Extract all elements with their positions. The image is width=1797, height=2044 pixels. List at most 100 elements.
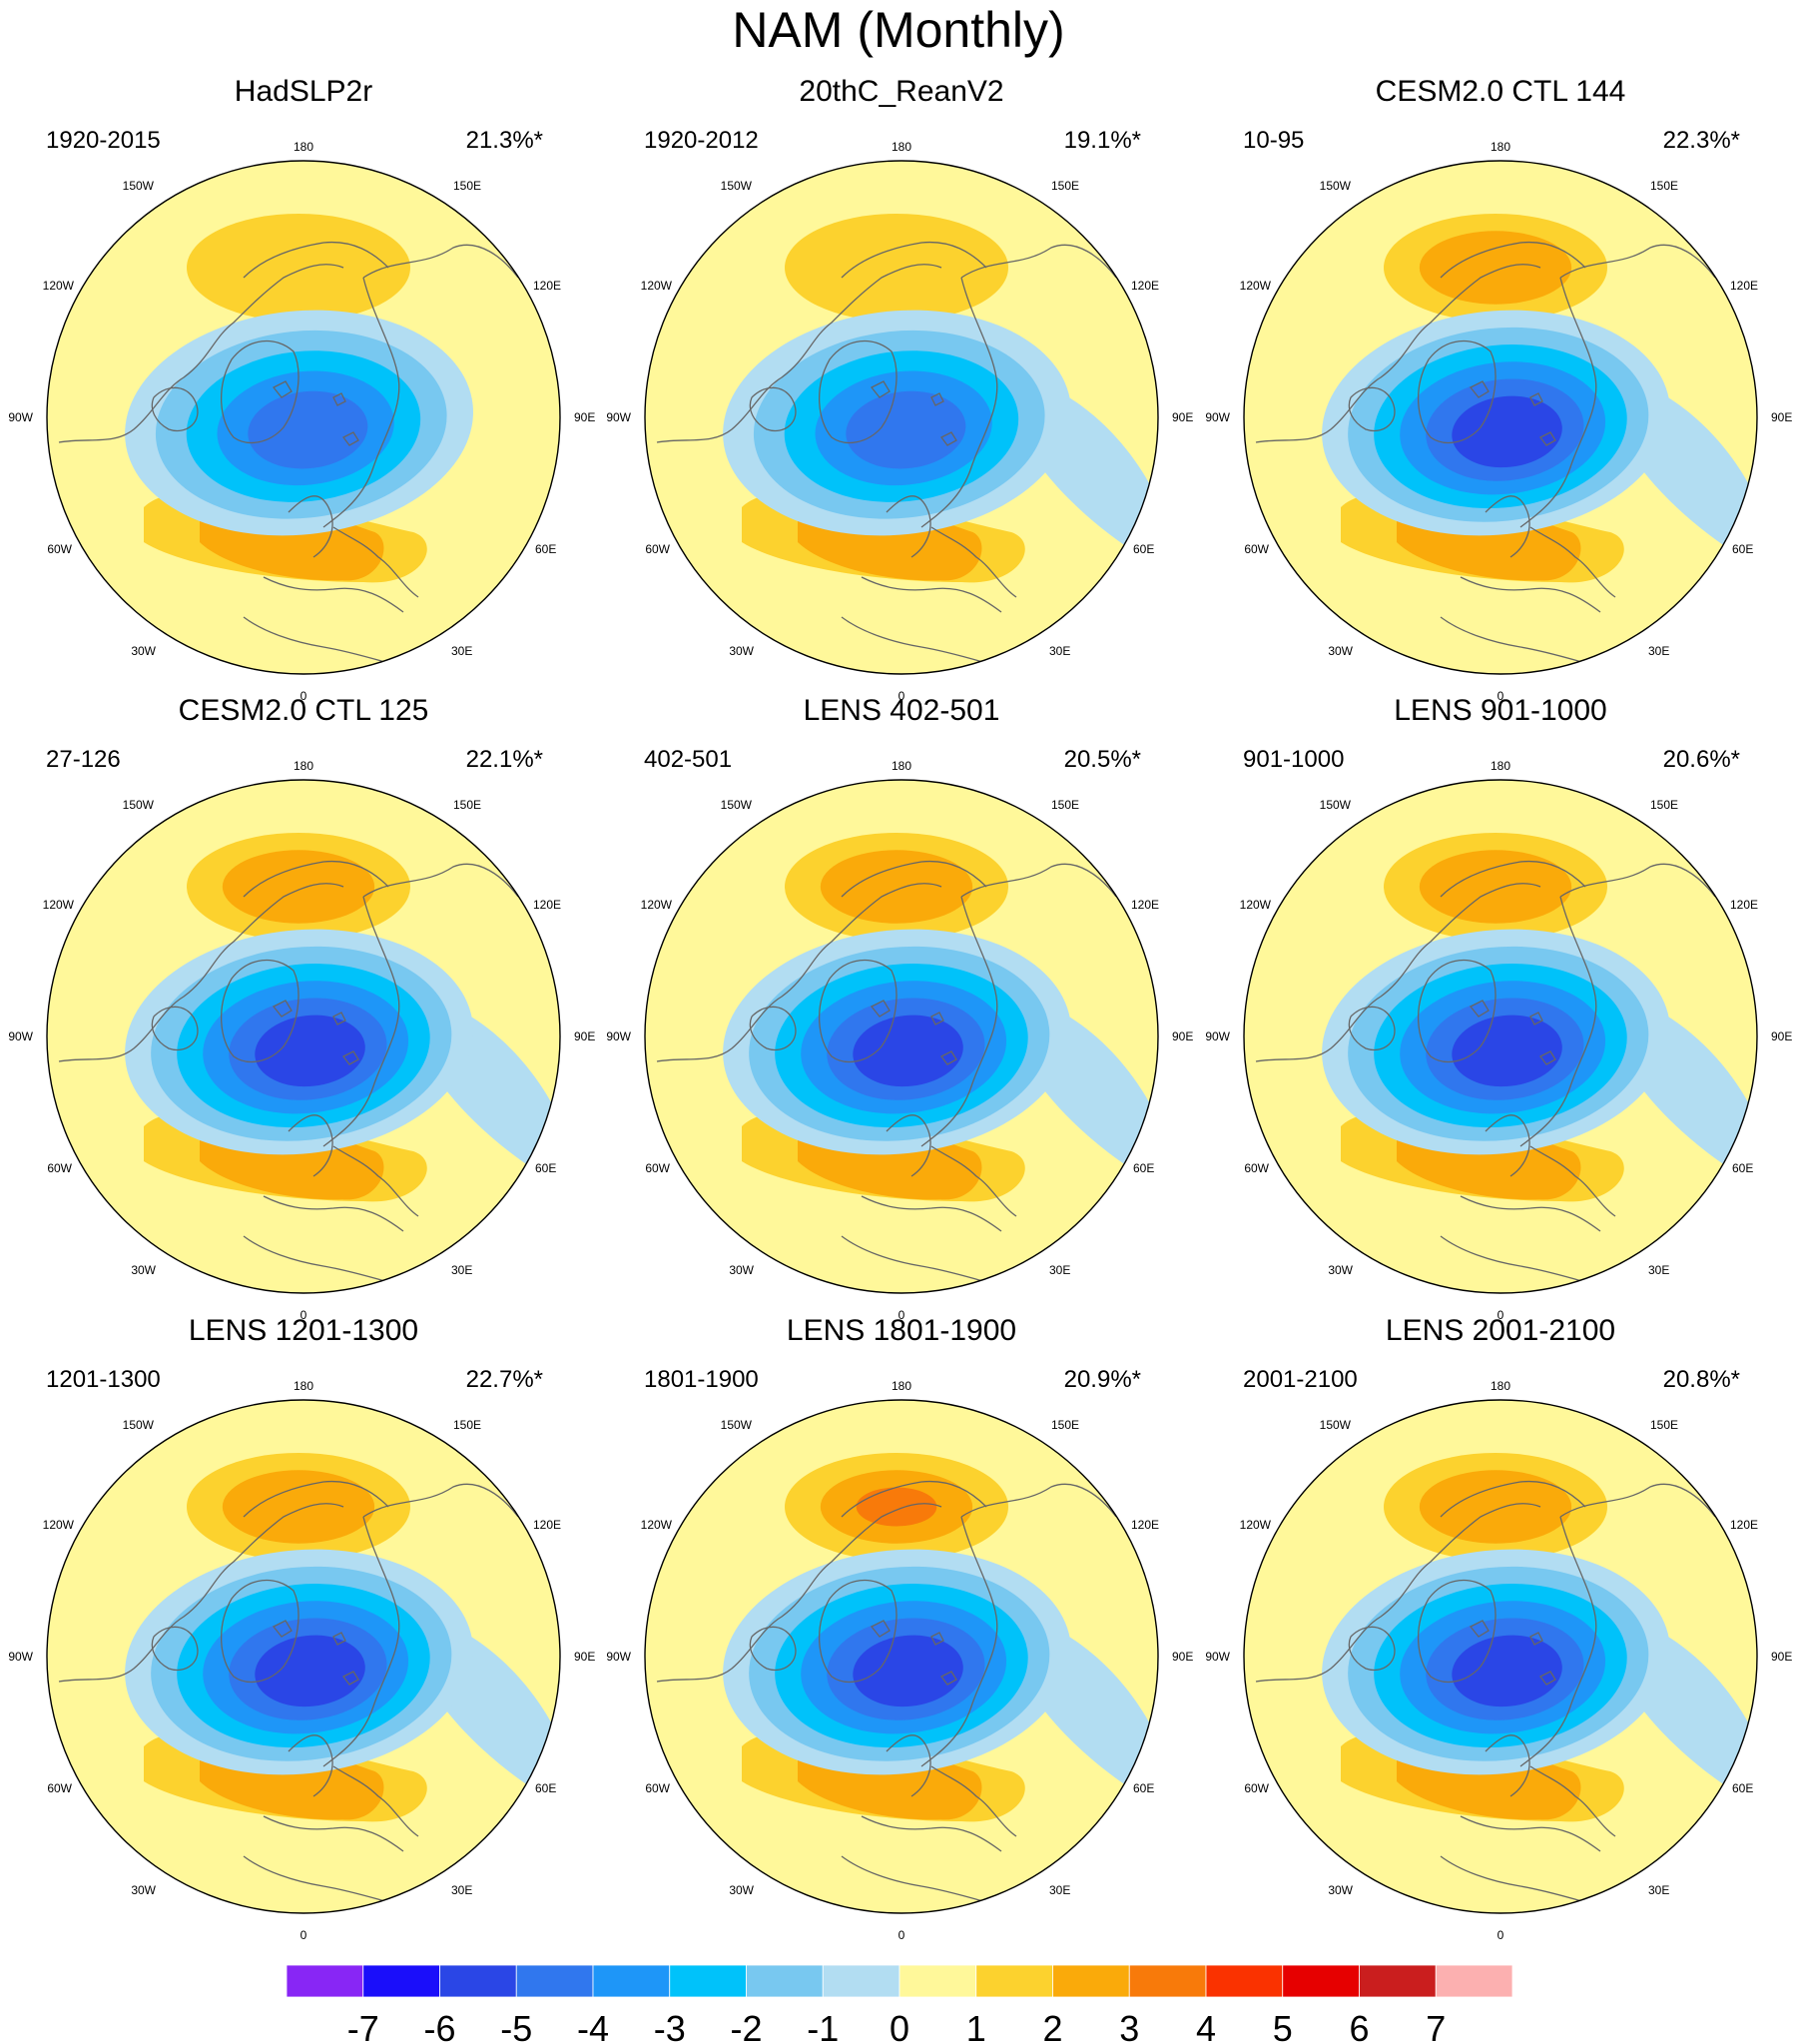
coastline: [656, 264, 942, 443]
colorbar-swatch: [1128, 1964, 1207, 1998]
longitude-label: 180: [294, 140, 313, 154]
colorbar-swatch: [362, 1964, 440, 1998]
coastline: [243, 1480, 389, 1518]
longitude-label: 90E: [574, 1029, 595, 1043]
coastline: [1440, 860, 1586, 898]
longitude-label: 90W: [8, 410, 33, 424]
longitude-label: 150E: [1650, 1418, 1678, 1432]
longitude-label: 60E: [1732, 542, 1753, 556]
longitude-label: 60W: [645, 1781, 670, 1795]
colorbar-tick-label: 2: [1042, 2008, 1062, 2044]
coastline: [656, 1503, 942, 1683]
panel-years: 27-126: [46, 746, 121, 773]
coastline: [656, 883, 942, 1062]
coastline: [1485, 1114, 1616, 1217]
longitude-label: 30W: [131, 644, 156, 658]
longitude-label: 180: [892, 759, 911, 773]
panel-title: CESM2.0 CTL 144: [1376, 75, 1626, 108]
map-border: [644, 1399, 1159, 1914]
coastline: [841, 241, 987, 279]
longitude-label: 150W: [1320, 179, 1352, 193]
panel-years: 901-1000: [1243, 746, 1344, 773]
pacific-high-contour: [820, 850, 973, 924]
coastlines: [1255, 241, 1716, 668]
panel-title: CESM2.0 CTL 125: [179, 694, 429, 727]
contour-layer: [1255, 1453, 1757, 1907]
longitude-label: 60E: [1732, 1781, 1753, 1795]
panel-variance: 22.3%*: [1663, 127, 1740, 154]
longitude-label: 0: [1498, 1308, 1504, 1322]
panel-variance: 20.5%*: [1064, 746, 1141, 773]
coastlines: [58, 1480, 519, 1907]
coastline: [1418, 1579, 1497, 1684]
longitude-label: 120W: [641, 898, 673, 912]
coastline: [886, 1734, 1017, 1837]
longitude-label: 120W: [641, 279, 673, 293]
colorbar-swatch: [669, 1964, 747, 1998]
panel-title: LENS 2001-2100: [1386, 1314, 1615, 1347]
longitude-label: 90E: [1172, 1029, 1193, 1043]
map-border: [1243, 160, 1758, 675]
colorbar-tick-label: 5: [1273, 2008, 1293, 2044]
longitude-label: 90W: [8, 1650, 33, 1664]
longitude-label: 120W: [1240, 279, 1272, 293]
longitude-label: 60W: [645, 542, 670, 556]
longitude-label: 150E: [453, 1418, 481, 1432]
contour-layer: [1255, 833, 1757, 1287]
coastline: [272, 1620, 359, 1686]
map-border: [46, 1399, 561, 1914]
colorbar-swatch: [975, 1964, 1053, 1998]
map-border: [644, 779, 1159, 1294]
panel-years: 1920-2015: [46, 127, 161, 154]
coastline: [1469, 380, 1556, 446]
longitude-label: 120E: [1131, 898, 1159, 912]
coastline: [1519, 1483, 1716, 1767]
coastline: [1255, 264, 1541, 443]
colorbar-tick-label: -4: [577, 2008, 609, 2044]
longitude-label: 150W: [1320, 798, 1352, 812]
longitude-label: 30W: [729, 644, 754, 658]
colorbar-tick-label: -6: [423, 2008, 455, 2044]
coastline: [1469, 1000, 1556, 1065]
colorbar-swatch: [592, 1964, 671, 1998]
colorbar-swatch: [1435, 1964, 1513, 1998]
longitude-label: 30W: [1328, 1883, 1353, 1897]
longitude-label: 30E: [1648, 1883, 1669, 1897]
coastline: [1348, 386, 1396, 432]
contour-layer: [58, 1453, 560, 1907]
panel-variance: 22.7%*: [466, 1366, 543, 1393]
coastline: [1485, 495, 1616, 598]
longitude-label: 180: [294, 1379, 313, 1393]
contour-layer: [58, 214, 519, 668]
coastline: [272, 1000, 359, 1065]
pacific-high-contour: [1419, 850, 1572, 924]
colorbar-tick-label: -3: [654, 2008, 686, 2044]
coastline: [288, 495, 419, 598]
map-panel: CESM2.0 CTL 144 10-95 22.3%* 180 150E 120E 90E…: [1205, 75, 1792, 703]
coastline: [322, 244, 519, 528]
colorbar-swatch: [746, 1964, 824, 1998]
map-panel: CESM2.0 CTL 125 27-126 22.1%* 180 150E 120E 90…: [8, 694, 595, 1322]
longitude-label: 120W: [1240, 898, 1272, 912]
colorbar-swatch: [439, 1964, 517, 1998]
map-border: [1243, 1399, 1758, 1914]
colorbar-tick-label: 6: [1349, 2008, 1369, 2044]
coastline: [1348, 1626, 1396, 1672]
panel-variance: 20.6%*: [1663, 746, 1740, 773]
pacific-high-contour: [856, 1487, 937, 1527]
coastline: [1255, 1503, 1541, 1683]
longitude-label: 0: [898, 1308, 905, 1322]
longitude-label: 90W: [1205, 410, 1230, 424]
longitude-label: 0: [300, 1928, 307, 1942]
longitude-label: 150E: [1650, 179, 1678, 193]
coastline: [221, 959, 300, 1063]
longitude-label: 120E: [533, 1518, 561, 1532]
longitude-label: 60E: [535, 1781, 556, 1795]
arctic-low-contour: [853, 1015, 963, 1087]
coastline: [272, 380, 359, 446]
pacific-high-contour: [187, 214, 410, 322]
colorbar-tick-label: 7: [1426, 2008, 1446, 2044]
longitude-label: 150W: [1320, 1418, 1352, 1432]
longitude-label: 120W: [43, 1518, 75, 1532]
panel-variance: 22.1%*: [466, 746, 543, 773]
